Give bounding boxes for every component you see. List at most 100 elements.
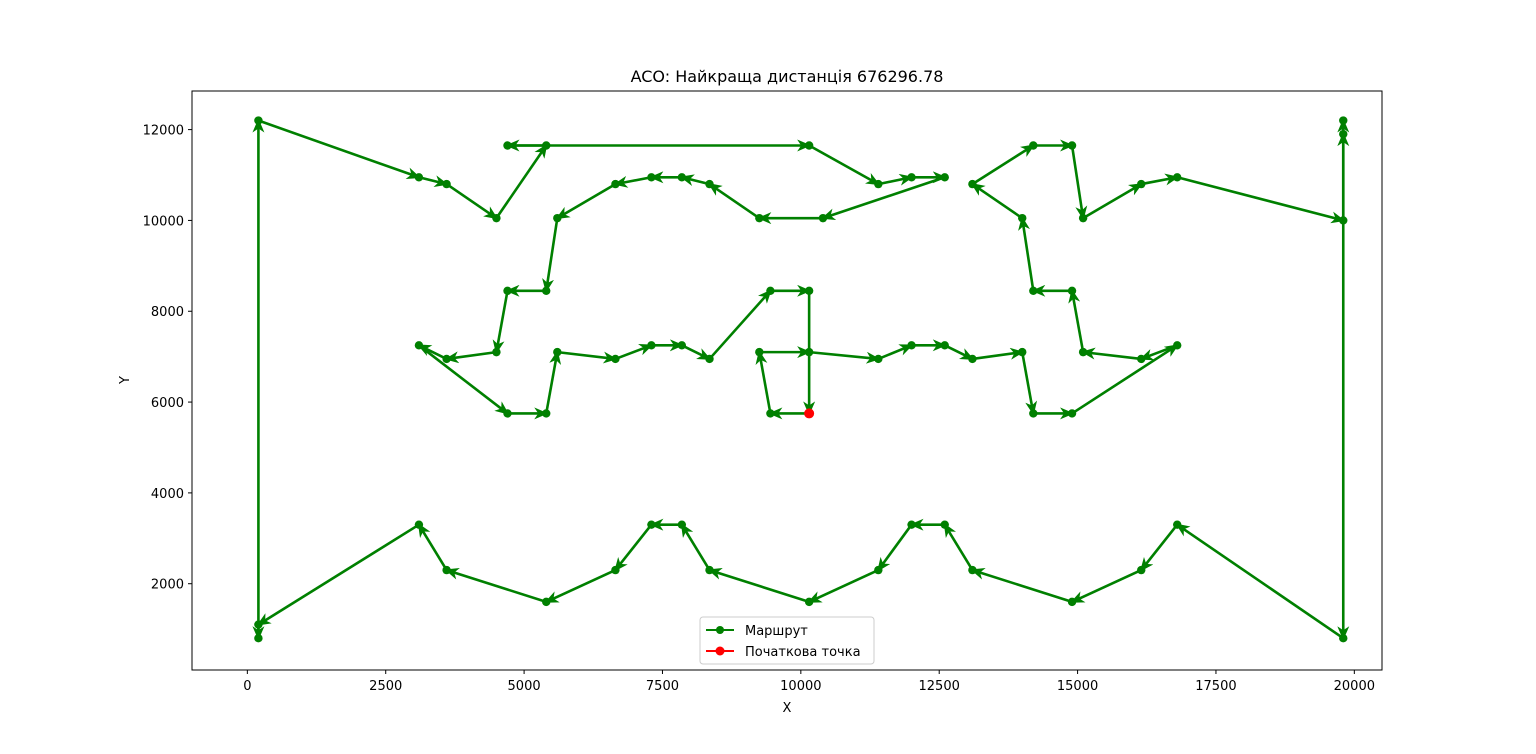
route-point <box>553 213 562 223</box>
route-point <box>804 141 814 150</box>
route-segment <box>1020 351 1038 416</box>
route-segment <box>681 344 712 361</box>
route-point <box>611 565 620 575</box>
route-point <box>1137 565 1146 575</box>
route-point <box>442 565 451 575</box>
legend-route-label: Маршрут <box>745 624 808 639</box>
legend: Маршрут Початкова точка <box>699 616 875 665</box>
route-point <box>503 409 512 418</box>
route-point <box>492 213 501 223</box>
route-segment <box>970 182 1023 220</box>
route-point <box>1067 597 1077 607</box>
route-segment <box>1071 344 1179 415</box>
route-point <box>1067 286 1077 296</box>
route-segment <box>707 568 810 604</box>
x-tick-label: 0 <box>243 679 251 694</box>
route-point <box>968 354 977 364</box>
route-point <box>705 565 714 575</box>
route-point <box>1173 341 1182 350</box>
x-tick-label: 20000 <box>1334 679 1375 694</box>
legend-box <box>699 616 875 665</box>
route-segment <box>256 523 420 626</box>
route-point <box>907 520 916 529</box>
y-tick-label: 2000 <box>151 578 184 593</box>
route-segment <box>544 350 562 414</box>
y-axis-ticks: 2000 4000 6000 8000 10000 12000 <box>143 124 192 593</box>
route-point <box>442 179 451 189</box>
route-segment <box>614 343 654 361</box>
route-point <box>542 409 551 418</box>
route-segment <box>557 350 618 364</box>
route-point <box>611 354 620 364</box>
y-tick-label: 12000 <box>143 124 184 139</box>
route-point <box>677 173 687 182</box>
route-point <box>766 409 775 418</box>
route-segment <box>1018 216 1035 292</box>
route-segment <box>943 522 974 571</box>
route-segment <box>495 143 548 219</box>
route-point <box>705 179 714 189</box>
route-point <box>818 213 828 223</box>
route-point <box>414 341 424 350</box>
route-point <box>1339 116 1348 125</box>
x-axis-label: X <box>783 701 792 716</box>
route-point <box>705 354 714 364</box>
start-point <box>804 408 815 419</box>
legend-start-label: Початкова точка <box>745 645 861 660</box>
route-point <box>874 565 883 575</box>
plot-frame <box>191 90 1383 671</box>
route-point <box>647 520 656 529</box>
route-point <box>414 520 424 529</box>
route-segment <box>808 144 881 186</box>
x-tick-label: 17500 <box>1195 679 1236 694</box>
route-segment <box>544 568 616 604</box>
route-point <box>1339 634 1348 643</box>
route-segment <box>679 174 710 186</box>
route-segment <box>1139 344 1178 361</box>
route-point <box>442 354 451 364</box>
route-point <box>492 347 501 357</box>
x-axis-ticks: 0 2500 5000 7500 10000 12500 15000 17500 20000 <box>243 670 1375 694</box>
chart-title: ACO: Найкраща дистанція 676296.78 <box>631 67 944 86</box>
route-segment <box>418 344 510 415</box>
y-tick-label: 6000 <box>151 396 184 411</box>
route-segment <box>877 523 913 572</box>
route-point <box>611 179 620 189</box>
route-segment <box>492 290 509 355</box>
route-point <box>1173 520 1182 529</box>
route-segment <box>1070 568 1142 604</box>
route-point <box>968 179 977 189</box>
route-point <box>1067 409 1077 418</box>
route-segment <box>417 522 448 571</box>
route-point <box>647 173 656 182</box>
legend-start-marker <box>715 646 725 656</box>
x-tick-label: 5000 <box>508 679 541 694</box>
route-point <box>1173 173 1182 182</box>
route-point <box>677 341 687 350</box>
plot-area <box>252 116 1350 643</box>
route-segment <box>613 175 652 188</box>
route-point <box>1137 179 1146 189</box>
route-segment <box>542 217 559 293</box>
route-segment <box>821 176 946 221</box>
route-point <box>766 286 775 296</box>
route-point <box>874 179 883 189</box>
legend-route-marker <box>716 626 724 634</box>
route-point <box>542 141 551 150</box>
y-tick-label: 4000 <box>151 487 184 502</box>
route-point <box>755 347 764 357</box>
route-point <box>804 286 814 296</box>
route-segment <box>680 522 711 571</box>
route-point <box>907 173 916 182</box>
route-point <box>647 341 656 350</box>
route-segment <box>444 350 497 364</box>
route-segment <box>1068 288 1085 353</box>
route-segment <box>971 144 1035 186</box>
route-point <box>1029 286 1038 296</box>
route-segment <box>707 182 761 220</box>
route-point <box>553 347 562 357</box>
x-tick-label: 10000 <box>780 679 821 694</box>
route-point <box>1078 213 1088 223</box>
route-segment <box>614 523 653 572</box>
